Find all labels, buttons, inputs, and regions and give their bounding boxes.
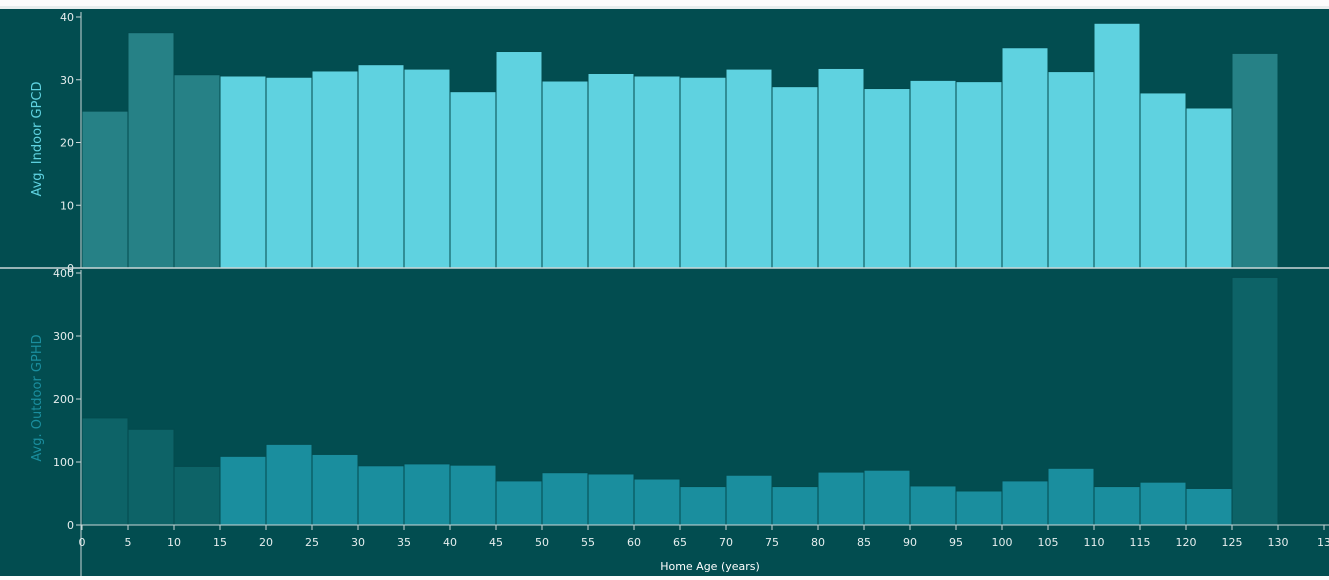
indoor-bar <box>864 89 910 268</box>
x-tick-label: 15 <box>213 536 227 549</box>
indoor-bar <box>220 76 266 268</box>
outdoor-bar <box>542 473 588 525</box>
indoor-bar <box>680 77 726 268</box>
outdoor-bar <box>1048 468 1094 525</box>
indoor-bar <box>1002 48 1048 268</box>
outdoor-y-tick-label: 400 <box>53 267 74 280</box>
indoor-bar <box>1232 53 1278 268</box>
indoor-bar <box>956 82 1002 268</box>
outdoor-bar <box>1002 481 1048 525</box>
outdoor-bar <box>1186 488 1232 525</box>
indoor-bar <box>910 80 956 268</box>
x-tick-label: 80 <box>811 536 825 549</box>
indoor-bar <box>634 76 680 268</box>
indoor-y-axis-label: Avg. Indoor GPCD <box>30 81 45 196</box>
outdoor-bar <box>174 466 220 525</box>
outdoor-bar <box>266 444 312 525</box>
x-tick-label: 115 <box>1130 536 1151 549</box>
x-tick-label: 70 <box>719 536 733 549</box>
x-tick-label: 5 <box>125 536 132 549</box>
x-tick-label: 25 <box>305 536 319 549</box>
x-tick-label: 130 <box>1268 536 1289 549</box>
indoor-bar <box>1186 108 1232 268</box>
x-tick-label: 125 <box>1222 536 1243 549</box>
outdoor-y-tick-label: 300 <box>53 330 74 343</box>
outdoor-bar <box>956 491 1002 525</box>
indoor-bar <box>1094 23 1140 268</box>
x-tick-label: 50 <box>535 536 549 549</box>
outdoor-bar <box>312 454 358 525</box>
x-tick-label: 105 <box>1038 536 1059 549</box>
outdoor-bar <box>680 487 726 525</box>
indoor-bar <box>496 52 542 268</box>
indoor-bar <box>1048 72 1094 268</box>
outdoor-bar <box>496 481 542 525</box>
indoor-bar <box>726 69 772 268</box>
indoor-bar <box>266 77 312 268</box>
x-tick-label: 85 <box>857 536 871 549</box>
x-tick-label: 100 <box>992 536 1013 549</box>
outdoor-y-tick-label: 200 <box>53 393 74 406</box>
indoor-bar <box>358 65 404 268</box>
x-tick-label: 13 <box>1317 536 1329 549</box>
indoor-bar <box>128 33 174 268</box>
outdoor-bar <box>220 456 266 525</box>
outdoor-bar <box>82 418 128 525</box>
x-tick-label: 20 <box>259 536 273 549</box>
outdoor-bar <box>450 465 496 525</box>
indoor-y-tick-label: 30 <box>60 74 74 87</box>
indoor-y-tick-label: 10 <box>60 199 74 212</box>
outdoor-bar <box>358 466 404 525</box>
x-tick-label: 55 <box>581 536 595 549</box>
x-tick-label: 10 <box>167 536 181 549</box>
x-tick-label: 0 <box>79 536 86 549</box>
top-border <box>0 6 1329 9</box>
x-tick-label: 35 <box>397 536 411 549</box>
outdoor-bar <box>864 470 910 525</box>
outdoor-bar <box>404 464 450 525</box>
x-tick-label: 45 <box>489 536 503 549</box>
x-tick-label: 40 <box>443 536 457 549</box>
x-tick-label: 65 <box>673 536 687 549</box>
indoor-bar <box>312 71 358 268</box>
outdoor-bar <box>818 472 864 525</box>
x-tick-label: 120 <box>1176 536 1197 549</box>
indoor-bar <box>450 92 496 268</box>
indoor-bar <box>404 69 450 268</box>
indoor-y-tick-label: 40 <box>60 11 74 24</box>
indoor-bar <box>542 81 588 268</box>
indoor-bar <box>1140 93 1186 268</box>
outdoor-bar <box>1094 487 1140 525</box>
x-tick-label: 90 <box>903 536 917 549</box>
indoor-bar <box>818 68 864 268</box>
outdoor-bar <box>1140 482 1186 525</box>
x-tick-label: 30 <box>351 536 365 549</box>
outdoor-y-axis-label: Avg. Outdoor GPHD <box>30 334 45 461</box>
outdoor-bar <box>772 487 818 525</box>
outdoor-y-tick-label: 100 <box>53 456 74 469</box>
x-tick-label: 60 <box>627 536 641 549</box>
x-tick-label: 110 <box>1084 536 1105 549</box>
x-axis-label: Home Age (years) <box>660 560 760 573</box>
outdoor-bar <box>128 429 174 525</box>
x-tick-label: 75 <box>765 536 779 549</box>
indoor-bar <box>588 73 634 268</box>
outdoor-bar <box>910 486 956 525</box>
outdoor-y-tick-label: 0 <box>67 519 74 532</box>
outdoor-bar <box>588 474 634 525</box>
x-tick-label: 95 <box>949 536 963 549</box>
outdoor-bar <box>726 475 772 525</box>
indoor-bar <box>772 87 818 268</box>
outdoor-bar <box>1232 277 1278 525</box>
indoor-y-tick-label: 20 <box>60 137 74 150</box>
indoor-bar <box>174 75 220 268</box>
outdoor-bar <box>634 479 680 525</box>
indoor-bar <box>82 111 128 268</box>
